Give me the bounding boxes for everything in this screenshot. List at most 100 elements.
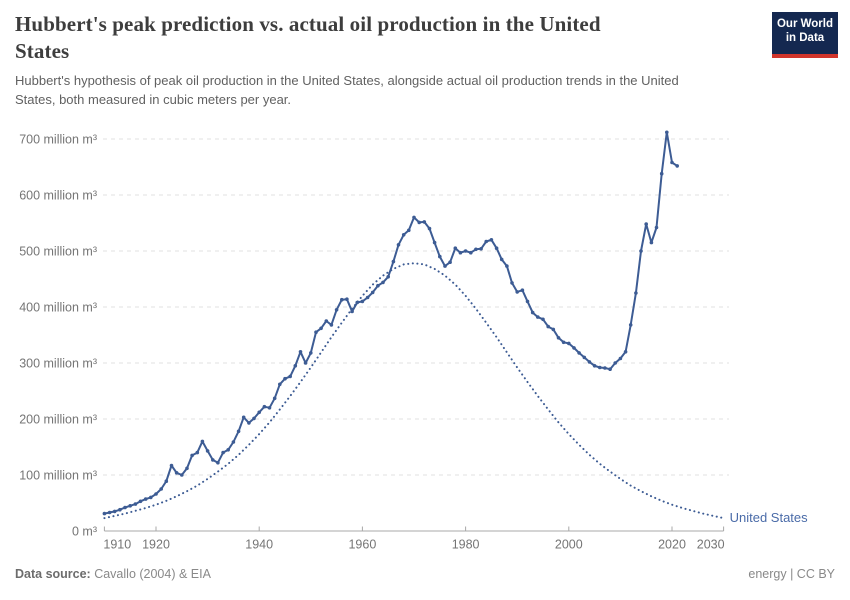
data-point-marker[interactable]	[309, 351, 313, 355]
data-point-marker[interactable]	[340, 297, 344, 302]
data-point-marker[interactable]	[592, 364, 597, 368]
data-point-marker[interactable]	[360, 299, 365, 304]
data-point-marker[interactable]	[200, 439, 205, 444]
data-point-marker[interactable]	[649, 240, 654, 245]
data-point-marker[interactable]	[118, 507, 122, 512]
data-point-marker[interactable]	[530, 310, 535, 315]
data-point-marker[interactable]	[236, 429, 241, 434]
data-point-marker[interactable]	[314, 330, 318, 335]
data-point-marker[interactable]	[102, 511, 107, 516]
data-point-marker[interactable]	[241, 415, 246, 420]
data-point-marker[interactable]	[164, 479, 169, 484]
data-point-marker[interactable]	[407, 228, 411, 233]
data-point-marker[interactable]	[598, 365, 602, 370]
data-point-marker[interactable]	[628, 323, 633, 327]
data-point-marker[interactable]	[577, 351, 581, 355]
data-point-marker[interactable]	[231, 440, 236, 444]
data-point-marker[interactable]	[422, 220, 427, 224]
data-point-marker[interactable]	[278, 382, 282, 387]
data-point-marker[interactable]	[391, 259, 396, 264]
data-point-marker[interactable]	[587, 360, 592, 364]
data-point-marker[interactable]	[128, 504, 132, 508]
data-point-marker[interactable]	[319, 326, 323, 331]
data-point-marker[interactable]	[159, 487, 163, 491]
data-point-marker[interactable]	[499, 257, 504, 262]
data-point-marker[interactable]	[484, 239, 489, 244]
data-point-marker[interactable]	[417, 220, 422, 225]
data-point-marker[interactable]	[489, 238, 494, 242]
data-point-marker[interactable]	[458, 250, 463, 255]
data-point-marker[interactable]	[252, 416, 256, 421]
data-point-marker[interactable]	[272, 396, 277, 401]
data-point-marker[interactable]	[603, 366, 607, 370]
data-point-marker[interactable]	[190, 453, 194, 458]
data-point-marker[interactable]	[443, 264, 447, 268]
data-point-marker[interactable]	[561, 340, 566, 345]
data-point-marker[interactable]	[143, 497, 148, 501]
data-point-marker[interactable]	[149, 495, 153, 500]
data-point-marker[interactable]	[221, 450, 225, 455]
data-point-marker[interactable]	[469, 250, 473, 255]
data-point-marker[interactable]	[329, 323, 334, 327]
data-point-marker[interactable]	[211, 458, 215, 462]
data-point-marker[interactable]	[112, 509, 117, 514]
data-point-marker[interactable]	[659, 171, 664, 176]
data-point-marker[interactable]	[639, 249, 643, 253]
data-point-marker[interactable]	[432, 240, 437, 245]
data-point-marker[interactable]	[324, 319, 329, 323]
data-point-marker[interactable]	[665, 130, 669, 135]
data-point-marker[interactable]	[257, 410, 262, 415]
data-source-note[interactable]: Data source: Cavallo (2004) & EIA	[15, 567, 211, 581]
data-point-marker[interactable]	[494, 246, 499, 250]
hubbert-prediction-curve[interactable]	[103, 262, 725, 520]
data-point-marker[interactable]	[350, 309, 354, 314]
data-point-marker[interactable]	[401, 233, 406, 237]
data-point-marker[interactable]	[546, 324, 550, 329]
license-note[interactable]: energy | CC BY	[748, 567, 835, 581]
data-point-marker[interactable]	[180, 473, 184, 477]
data-point-marker[interactable]	[515, 290, 519, 294]
data-point-marker[interactable]	[510, 281, 514, 285]
data-point-marker[interactable]	[536, 315, 540, 319]
data-point-marker[interactable]	[438, 254, 442, 259]
data-point-marker[interactable]	[138, 499, 143, 504]
data-point-marker[interactable]	[551, 327, 556, 332]
data-point-marker[interactable]	[370, 290, 375, 295]
owid-logo[interactable]: Our World in Data	[772, 12, 838, 58]
data-point-marker[interactable]	[288, 374, 293, 379]
data-point-marker[interactable]	[376, 283, 380, 288]
data-point-marker[interactable]	[675, 164, 679, 168]
actual-production-line[interactable]	[103, 131, 679, 515]
data-point-marker[interactable]	[474, 247, 478, 252]
series-entity-label[interactable]: United States	[730, 510, 809, 525]
data-point-marker[interactable]	[644, 222, 648, 226]
data-point-marker[interactable]	[634, 291, 638, 295]
data-point-marker[interactable]	[618, 356, 623, 361]
data-point-marker[interactable]	[107, 510, 112, 515]
data-point-marker[interactable]	[453, 246, 458, 250]
data-point-marker[interactable]	[567, 341, 571, 346]
data-point-marker[interactable]	[386, 275, 391, 279]
data-point-marker[interactable]	[123, 505, 127, 510]
data-point-marker[interactable]	[608, 367, 612, 372]
data-point-marker[interactable]	[226, 448, 230, 452]
data-point-marker[interactable]	[283, 376, 287, 381]
data-point-marker[interactable]	[216, 460, 220, 465]
data-point-marker[interactable]	[195, 450, 200, 455]
data-point-marker[interactable]	[185, 466, 189, 471]
data-point-marker[interactable]	[463, 249, 468, 253]
data-point-marker[interactable]	[448, 260, 452, 265]
data-point-marker[interactable]	[556, 336, 561, 340]
data-point-marker[interactable]	[365, 295, 370, 300]
data-point-marker[interactable]	[623, 350, 628, 354]
data-point-marker[interactable]	[262, 404, 267, 409]
data-point-marker[interactable]	[154, 492, 158, 496]
data-point-marker[interactable]	[205, 449, 210, 453]
data-point-marker[interactable]	[427, 226, 432, 231]
data-point-marker[interactable]	[582, 355, 587, 360]
data-point-marker[interactable]	[670, 160, 674, 165]
data-point-marker[interactable]	[133, 502, 138, 506]
data-point-marker[interactable]	[525, 299, 530, 304]
data-point-marker[interactable]	[505, 264, 509, 268]
